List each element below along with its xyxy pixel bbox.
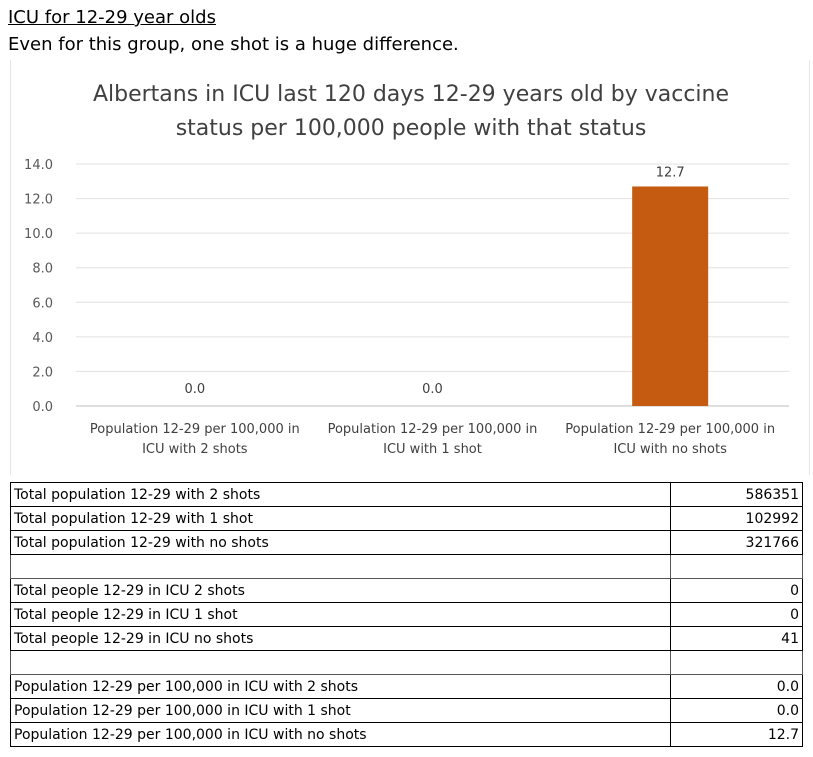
table-row: Total people 12-29 in ICU no shots 41 [10,626,803,651]
row-label: Total people 12-29 in ICU 1 shot [10,602,671,627]
x-category-label: Population 12-29 per 100,000 in [328,422,538,437]
x-category-label: Population 12-29 per 100,000 in [90,422,300,437]
row-label: Total population 12-29 with 2 shots [10,482,671,507]
row-value: 0 [670,602,803,627]
x-category-label: Population 12-29 per 100,000 in [565,422,775,437]
row-value: 0 [670,578,803,603]
table-spacer-row [10,554,803,579]
data-table: Total population 12-29 with 2 shots 58635… [10,482,803,747]
page-heading: ICU for 12-29 year olds [8,7,216,28]
bar-chart: Albertans in ICU last 120 days 12-29 yea… [10,60,810,475]
spacer-cell [670,650,803,675]
y-tick-label: 8.0 [32,262,53,277]
row-label: Total population 12-29 with no shots [10,530,671,555]
row-value: 12.7 [670,722,803,747]
y-tick-label: 0.0 [32,400,53,415]
row-label: Population 12-29 per 100,000 in ICU with… [10,722,671,747]
y-tick-label: 4.0 [32,331,53,346]
x-category-label: ICU with no shots [613,442,727,457]
table-row: Population 12-29 per 100,000 in ICU with… [10,722,803,747]
y-tick-label: 12.0 [24,193,53,208]
table-row: Population 12-29 per 100,000 in ICU with… [10,698,803,723]
y-tick-label: 6.0 [32,296,53,311]
y-tick-label: 14.0 [24,158,53,173]
x-category-label: ICU with 2 shots [142,442,248,457]
table-row: Total people 12-29 in ICU 1 shot 0 [10,602,803,627]
spacer-cell [10,554,671,579]
chart-title: Albertans in ICU last 120 days 12-29 yea… [11,78,811,146]
chart-title-line-1: Albertans in ICU last 120 days 12-29 yea… [92,82,730,107]
table-spacer-row [10,650,803,675]
row-label: Total people 12-29 in ICU 2 shots [10,578,671,603]
table-row: Total population 12-29 with no shots 3217… [10,530,803,555]
row-value: 321766 [670,530,803,555]
x-category-label: ICU with 1 shot [383,442,482,457]
row-label: Population 12-29 per 100,000 in ICU with… [10,674,671,699]
row-label: Total population 12-29 with 1 shot [10,506,671,531]
chart-canvas: 0.0 2.0 4.0 6.0 8.0 10.0 12.0 14.0 0.0 Population… [24,158,789,457]
data-label: 12.7 [656,165,685,180]
table-row: Total population 12-29 with 1 shot 102992 [10,506,803,531]
chart-title-line-2: status per 100,000 people with that stat… [175,116,647,141]
data-label: 0.0 [422,382,443,397]
data-label: 0.0 [184,382,205,397]
y-tick-label: 2.0 [32,365,53,380]
table-row: Population 12-29 per 100,000 in ICU with… [10,674,803,699]
row-label: Population 12-29 per 100,000 in ICU with… [10,698,671,723]
row-value: 0.0 [670,674,803,699]
bar [632,186,709,406]
row-label: Total people 12-29 in ICU no shots [10,626,671,651]
spacer-cell [670,554,803,579]
table-row: Total population 12-29 with 2 shots 58635… [10,482,803,507]
row-value: 102992 [670,506,803,531]
row-value: 586351 [670,482,803,507]
table-row: Total people 12-29 in ICU 2 shots 0 [10,578,803,603]
page-subheading: Even for this group, one shot is a huge … [8,34,459,55]
row-value: 41 [670,626,803,651]
spacer-cell [10,650,671,675]
row-value: 0.0 [670,698,803,723]
y-tick-label: 10.0 [24,227,53,242]
